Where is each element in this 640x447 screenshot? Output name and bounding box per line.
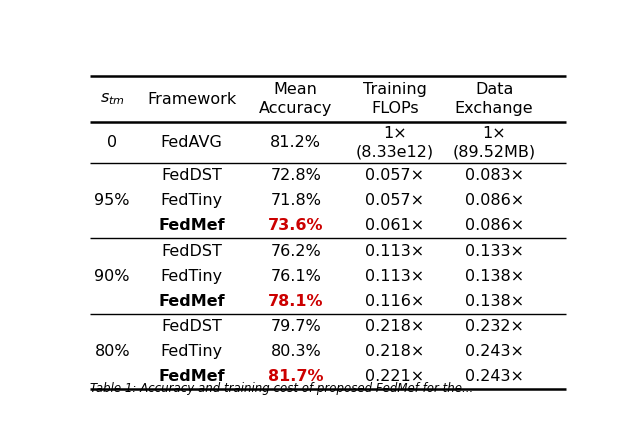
Text: 73.6%: 73.6% — [268, 219, 323, 233]
Text: FedTiny: FedTiny — [161, 193, 223, 208]
Text: 0.138×: 0.138× — [465, 269, 524, 284]
Text: 0: 0 — [107, 135, 117, 150]
Text: 0.113×: 0.113× — [365, 244, 424, 258]
Text: $s_{tm}$: $s_{tm}$ — [100, 91, 125, 107]
Text: 0.133×: 0.133× — [465, 244, 524, 258]
Text: 0.243×: 0.243× — [465, 344, 524, 359]
Text: FedDST: FedDST — [161, 319, 222, 334]
Text: 90%: 90% — [95, 269, 130, 284]
Text: 81.7%: 81.7% — [268, 369, 323, 384]
Text: FedAVG: FedAVG — [161, 135, 223, 150]
Text: 0.218×: 0.218× — [365, 319, 424, 334]
Text: FedMef: FedMef — [158, 294, 225, 309]
Text: 80.3%: 80.3% — [270, 344, 321, 359]
Text: 81.2%: 81.2% — [270, 135, 321, 150]
Text: 76.1%: 76.1% — [270, 269, 321, 284]
Text: 79.7%: 79.7% — [270, 319, 321, 334]
Text: 1×
(89.52MB): 1× (89.52MB) — [452, 126, 536, 160]
Text: FedTiny: FedTiny — [161, 269, 223, 284]
Text: 0.116×: 0.116× — [365, 294, 424, 309]
Text: Framework: Framework — [147, 92, 236, 107]
Text: 0.086×: 0.086× — [465, 193, 524, 208]
Text: 0.138×: 0.138× — [465, 294, 524, 309]
Text: 72.8%: 72.8% — [270, 168, 321, 183]
Text: 0.218×: 0.218× — [365, 344, 424, 359]
Text: 0.221×: 0.221× — [365, 369, 424, 384]
Text: 0.083×: 0.083× — [465, 168, 524, 183]
Text: Mean
Accuracy: Mean Accuracy — [259, 82, 332, 116]
Text: 71.8%: 71.8% — [270, 193, 321, 208]
Text: FedDST: FedDST — [161, 244, 222, 258]
Text: Training
FLOPs: Training FLOPs — [363, 82, 427, 116]
Text: Table 1: Accuracy and training cost of proposed FedMef for the...: Table 1: Accuracy and training cost of p… — [90, 382, 473, 395]
Text: FedMef: FedMef — [158, 369, 225, 384]
Text: 0.057×: 0.057× — [365, 168, 424, 183]
Text: 0.232×: 0.232× — [465, 319, 524, 334]
Text: 76.2%: 76.2% — [270, 244, 321, 258]
Text: 95%: 95% — [95, 193, 130, 208]
Text: 0.086×: 0.086× — [465, 219, 524, 233]
Text: Data
Exchange: Data Exchange — [455, 82, 534, 116]
Text: 78.1%: 78.1% — [268, 294, 323, 309]
Text: 0.061×: 0.061× — [365, 219, 424, 233]
Text: FedMef: FedMef — [158, 219, 225, 233]
Text: 0.113×: 0.113× — [365, 269, 424, 284]
Text: 80%: 80% — [95, 344, 130, 359]
Text: 0.243×: 0.243× — [465, 369, 524, 384]
Text: FedDST: FedDST — [161, 168, 222, 183]
Text: FedTiny: FedTiny — [161, 344, 223, 359]
Text: 0.057×: 0.057× — [365, 193, 424, 208]
Text: 1×
(8.33e12): 1× (8.33e12) — [356, 126, 434, 160]
